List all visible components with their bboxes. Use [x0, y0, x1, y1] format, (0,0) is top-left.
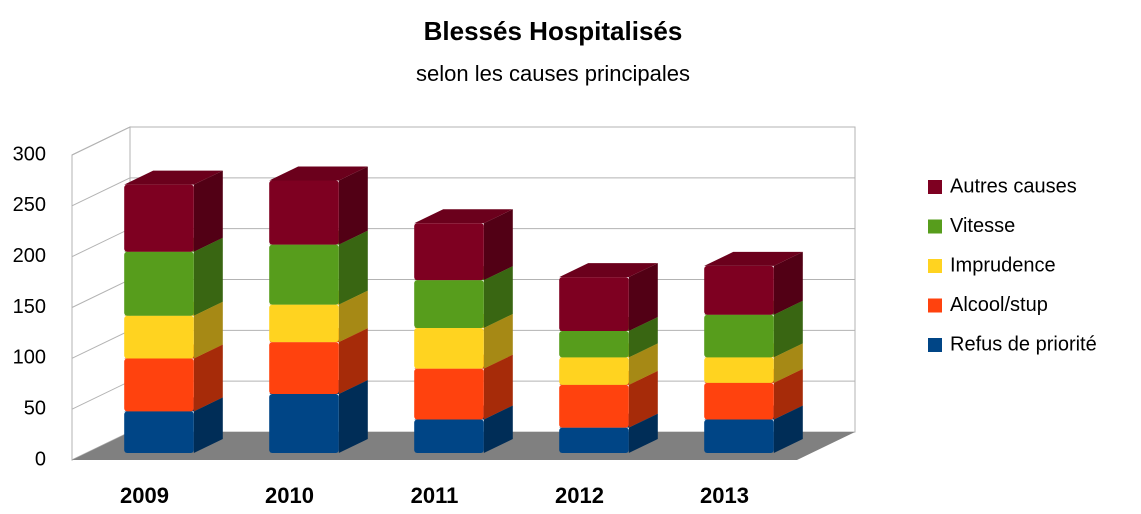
bar-side [338, 290, 368, 343]
bar [559, 427, 629, 453]
y-tick-label: 200 [13, 245, 46, 267]
x-tick-label: 2009 [120, 483, 169, 508]
bar-side [193, 170, 223, 252]
legend-label: Refus de priorité [950, 333, 1097, 355]
bar-side [628, 317, 658, 358]
bar [704, 357, 774, 383]
bar-side [193, 301, 223, 359]
legend-label: Autres causes [950, 175, 1077, 197]
y-tick-label: 100 [13, 347, 46, 369]
x-tick-label: 2010 [265, 483, 314, 508]
legend-label: Vitesse [950, 215, 1015, 237]
bar-side [773, 251, 803, 315]
chart-title: Blessés Hospitalisés [424, 16, 683, 46]
y-tick-label: 250 [13, 194, 46, 216]
bar [269, 304, 339, 343]
bar-side [628, 413, 658, 453]
bar [704, 265, 774, 315]
bar-top [414, 209, 513, 224]
bar [414, 419, 484, 453]
bar-side [773, 368, 803, 420]
bar [124, 251, 194, 316]
y-tick-label: 50 [24, 397, 46, 419]
legend-swatch [928, 259, 942, 273]
bar-top [269, 166, 368, 181]
x-tick-label: 2012 [555, 483, 604, 508]
bar [414, 280, 484, 328]
x-tick-label: 2013 [700, 483, 749, 508]
bar-top [559, 263, 658, 278]
legend-swatch [928, 180, 942, 194]
bar-side [483, 266, 513, 328]
bar-side [338, 166, 368, 245]
bar-side [628, 263, 658, 331]
bar-side [773, 405, 803, 453]
bar [124, 358, 194, 412]
legend-label: Alcool/stup [950, 294, 1048, 316]
bar-side [483, 354, 513, 420]
bar-side [338, 380, 368, 453]
bar-side [483, 405, 513, 453]
bar [704, 314, 774, 358]
bar-side [483, 209, 513, 281]
bar [269, 180, 339, 245]
bar-side [193, 397, 223, 453]
bar [704, 382, 774, 420]
bar [414, 223, 484, 281]
bar [559, 357, 629, 385]
legend-label: Imprudence [950, 254, 1056, 276]
chart-subtitle: selon les causes principales [416, 61, 690, 86]
bar-side [773, 300, 803, 358]
bar [414, 327, 484, 369]
bar-side [628, 370, 658, 428]
bar [124, 315, 194, 359]
bar-side [193, 344, 223, 412]
grid-line [71, 177, 855, 207]
bar-side [773, 343, 803, 383]
bar-top [704, 251, 803, 266]
bar [269, 342, 339, 395]
bar-side [193, 237, 223, 316]
x-tick-label: 2011 [411, 483, 459, 508]
y-tick-label: 150 [13, 296, 46, 318]
bar-side [338, 328, 368, 395]
bar [269, 244, 339, 305]
bar [559, 331, 629, 358]
legend-swatch [928, 298, 942, 313]
bar-side [628, 343, 658, 385]
bar-side [483, 313, 513, 369]
bar [124, 184, 194, 252]
bar-top [124, 170, 223, 185]
bar [559, 384, 629, 428]
legend-swatch [928, 338, 942, 352]
bar [414, 368, 484, 420]
y-tick-label: 0 [35, 448, 46, 470]
bar [124, 411, 194, 453]
bar-side [338, 230, 368, 305]
bar [559, 277, 629, 331]
bar [269, 394, 339, 453]
y-tick-label: 300 [13, 143, 46, 165]
grid-line [71, 126, 855, 156]
legend-swatch [928, 219, 942, 234]
bar [704, 419, 774, 453]
